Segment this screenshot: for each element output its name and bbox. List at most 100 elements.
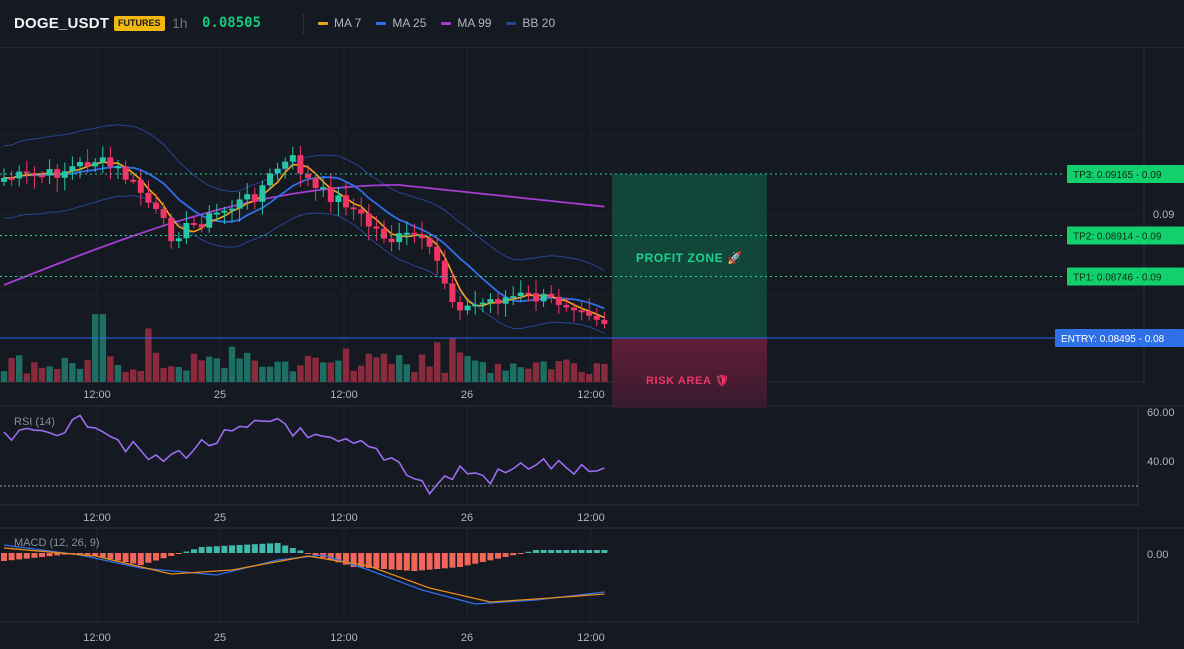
x-tick-label: 26 — [461, 389, 473, 401]
candle-body — [419, 234, 425, 239]
macd-hist-bar — [327, 553, 334, 560]
macd-hist-bar — [8, 553, 15, 561]
macd-hist-bar — [464, 553, 471, 566]
candle-body — [548, 293, 555, 297]
volume-bar — [198, 360, 205, 382]
macd-hist-bar — [137, 553, 144, 565]
legend-ma99[interactable]: MA 99 — [441, 16, 491, 30]
macd-hist-bar — [31, 553, 38, 558]
candle-body — [213, 212, 220, 215]
candle-body — [578, 310, 585, 313]
legend-ma25-label: MA 25 — [392, 16, 427, 30]
volume-bar — [563, 359, 570, 382]
panel-frames — [0, 48, 1184, 623]
volume-bar — [487, 372, 494, 382]
volume-bar — [540, 361, 547, 382]
candle-body — [312, 177, 319, 188]
candle-body — [122, 166, 129, 180]
macd-hist-bar — [77, 553, 83, 554]
candle-body — [267, 173, 273, 186]
candle-body — [107, 157, 114, 167]
candle-body — [540, 293, 547, 302]
legend-bb20[interactable]: BB 20 — [506, 16, 555, 30]
macd-hist-bar — [274, 543, 281, 553]
volume-bar — [449, 338, 456, 382]
candle-body — [274, 168, 281, 174]
volume-bar — [160, 367, 167, 382]
futures-badge: FUTURES — [114, 16, 165, 31]
candle-body — [175, 238, 182, 242]
volume-bar — [61, 357, 68, 382]
volume-bar — [0, 371, 8, 382]
macd-hist-bar — [563, 550, 570, 553]
macd-hist-bar — [153, 553, 159, 561]
macd-hist-bar — [373, 553, 380, 569]
volume-bar — [593, 363, 600, 382]
volume-bar — [107, 356, 114, 382]
volume-bar — [122, 372, 129, 382]
macd-hist-bar — [601, 550, 608, 553]
volume-bar — [145, 328, 152, 382]
timeframe-selector[interactable]: 1h — [172, 15, 188, 31]
candle-body — [16, 171, 23, 179]
macd-hist-bar — [115, 553, 121, 561]
legend-ma7[interactable]: MA 7 — [318, 16, 361, 30]
volume-bar — [388, 364, 395, 382]
candle-body — [449, 283, 456, 303]
level-label-tp1: TP1: 0.08746 - 0.09 — [1073, 273, 1162, 284]
volume-bar — [525, 368, 532, 382]
volume-bar — [54, 368, 61, 382]
volume-bar — [335, 360, 342, 382]
macd-hist-bar — [183, 551, 190, 553]
grid-lines — [0, 48, 1144, 622]
candle-body — [586, 310, 593, 316]
candle-body — [403, 232, 410, 235]
macd-hist-bar — [236, 545, 243, 553]
level-label-tp2: TP2: 0.08914 - 0.09 — [1073, 231, 1162, 242]
volume-bar — [297, 365, 304, 382]
x-tick-label: 25 — [214, 632, 226, 644]
symbol-name[interactable]: DOGE_USDT — [14, 15, 110, 32]
macd-hist-bar — [282, 545, 289, 553]
candle-body — [517, 292, 524, 297]
candle-body — [61, 171, 68, 178]
macd-hist-bar — [358, 553, 365, 568]
rsi-axis-40: 40.00 — [1147, 456, 1175, 468]
ma99-line — [3, 184, 605, 286]
macd-hist-bar — [525, 551, 532, 553]
candle-body — [289, 155, 296, 162]
x-tick-label: 25 — [214, 512, 226, 524]
candle-body — [229, 208, 235, 211]
volume-bar — [92, 314, 99, 382]
chart-header: DOGE_USDT FUTURES 1h 0.08505 MA 7 MA 25 … — [0, 0, 1184, 48]
volume-bar — [472, 360, 479, 382]
legend-ma7-label: MA 7 — [334, 16, 362, 30]
macd-hist-bar — [555, 550, 562, 553]
macd-hist-bar — [487, 553, 494, 561]
bb-lower-band — [3, 195, 605, 334]
candle-body — [39, 175, 45, 178]
risk-area-label: RISK AREA 🛡 — [646, 374, 729, 387]
candle-body — [69, 166, 76, 172]
volume-bar — [464, 356, 471, 382]
candle-body — [457, 302, 463, 311]
candle-body — [335, 195, 342, 202]
macd-hist-bar — [16, 553, 23, 560]
macd-hist-bar — [411, 553, 418, 571]
volume-bar — [441, 372, 448, 382]
candle-body — [327, 187, 334, 202]
macd-histogram — [1, 543, 608, 571]
macd-axis-zero: 0.00 — [1147, 549, 1168, 561]
candle-body — [525, 292, 532, 295]
x-tick-label: 12:00 — [83, 632, 111, 644]
x-tick-label: 12:00 — [577, 632, 605, 644]
level-tag-tp1 — [1067, 267, 1184, 286]
macd-hist-bar — [312, 553, 319, 556]
volume-bar — [183, 370, 190, 382]
macd-hist-bar — [350, 553, 357, 567]
legend-ma25[interactable]: MA 25 — [376, 16, 426, 30]
macd-hist-bar — [419, 553, 425, 571]
macd-hist-bar — [122, 553, 129, 562]
macd-hist-bar — [495, 553, 501, 559]
